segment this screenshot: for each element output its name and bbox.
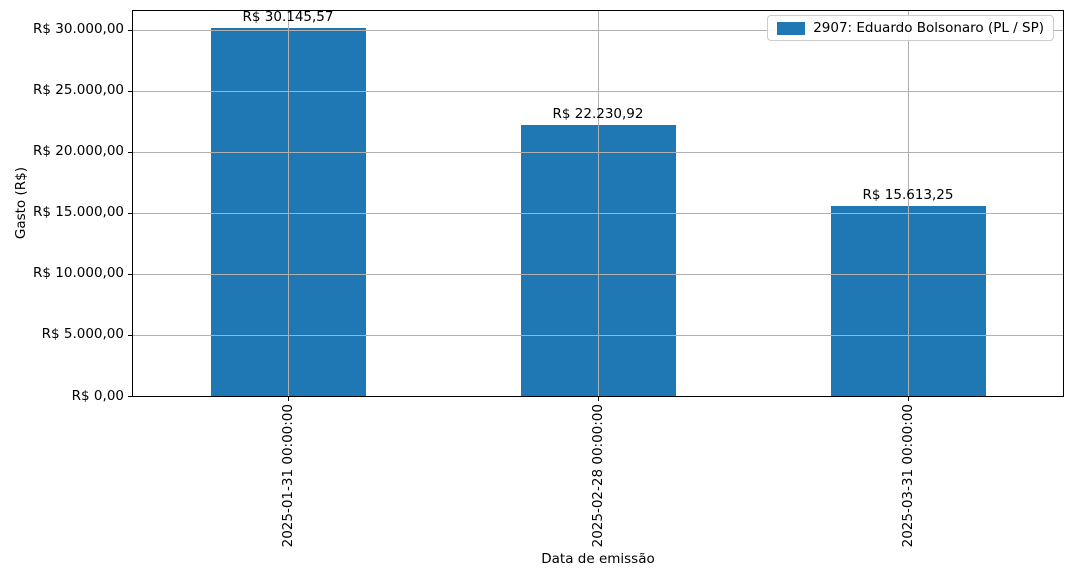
y-tick-mark (128, 334, 132, 336)
y-tick-label: R$ 10.000,00 (33, 265, 124, 282)
legend-label: 2907: Eduardo Bolsonaro (PL / SP) (813, 20, 1044, 36)
plot-area (133, 11, 1063, 397)
y-tick-mark (128, 273, 132, 275)
gridline-v (598, 11, 599, 396)
x-tick-mark (908, 397, 909, 401)
y-tick-label: R$ 0,00 (71, 387, 124, 404)
x-tick-label-wrap: 2025-03-31 00:00:00 (900, 404, 917, 547)
y-tick-mark (128, 396, 132, 397)
y-tick-mark (128, 151, 132, 153)
gridline-v (288, 11, 289, 396)
y-tick-mark (128, 29, 132, 31)
y-tick-label: R$ 5.000,00 (41, 326, 124, 343)
x-tick-label: 2025-03-31 00:00:00 (899, 404, 916, 548)
legend: 2907: Eduardo Bolsonaro (PL / SP) (767, 15, 1054, 41)
bar-value-label: R$ 30.145,57 (242, 9, 334, 26)
y-axis-label-wrap: Gasto (R$) (12, 11, 29, 396)
y-tick-mark (128, 90, 132, 92)
gridline-v (908, 11, 909, 396)
y-tick-mark (128, 212, 132, 214)
x-tick-mark (288, 397, 289, 401)
x-tick-label-wrap: 2025-01-31 00:00:00 (280, 404, 297, 547)
y-axis-label: Gasto (R$) (12, 167, 29, 240)
y-tick-label: R$ 15.000,00 (33, 204, 124, 221)
x-tick-label-wrap: 2025-02-28 00:00:00 (590, 404, 607, 547)
y-tick-label: R$ 25.000,00 (33, 82, 124, 99)
x-axis-label: Data de emissão (541, 551, 655, 567)
y-tick-label: R$ 30.000,00 (33, 21, 124, 38)
bar-value-label: R$ 22.230,92 (552, 105, 644, 122)
x-tick-label: 2025-01-31 00:00:00 (279, 404, 296, 548)
y-tick-label: R$ 20.000,00 (33, 143, 124, 160)
legend-swatch (777, 21, 806, 35)
x-tick-mark (598, 397, 599, 401)
x-tick-label: 2025-02-28 00:00:00 (589, 404, 606, 548)
bar-value-label: R$ 15.613,25 (862, 186, 954, 203)
